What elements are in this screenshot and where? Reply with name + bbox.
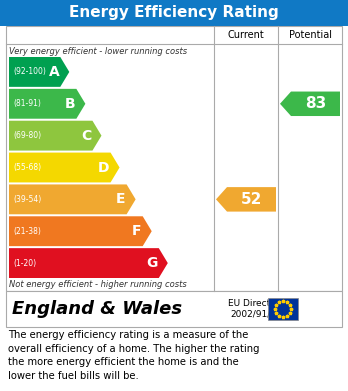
Polygon shape — [9, 185, 136, 214]
Polygon shape — [9, 248, 168, 278]
Text: 52: 52 — [241, 192, 262, 207]
Text: G: G — [147, 256, 158, 270]
Text: 83: 83 — [305, 96, 326, 111]
Text: C: C — [81, 129, 92, 143]
Text: (92-100): (92-100) — [13, 67, 46, 76]
Text: D: D — [98, 160, 110, 174]
Polygon shape — [9, 121, 102, 151]
Text: England & Wales: England & Wales — [12, 300, 182, 318]
Bar — [0, 0, 348, 26]
Text: (39-54): (39-54) — [13, 195, 41, 204]
Text: A: A — [49, 65, 59, 79]
Polygon shape — [9, 89, 85, 119]
Polygon shape — [9, 216, 152, 246]
Text: (1-20): (1-20) — [13, 258, 36, 267]
Bar — [268, 298, 298, 320]
Polygon shape — [9, 152, 120, 183]
Text: B: B — [65, 97, 76, 111]
Text: Very energy efficient - lower running costs: Very energy efficient - lower running co… — [9, 47, 187, 56]
Text: 2002/91/EC: 2002/91/EC — [230, 310, 282, 319]
Text: Not energy efficient - higher running costs: Not energy efficient - higher running co… — [9, 280, 187, 289]
Text: Energy Efficiency Rating: Energy Efficiency Rating — [69, 5, 279, 20]
Bar — [6, 291, 342, 327]
Text: E: E — [116, 192, 126, 206]
Polygon shape — [216, 187, 276, 212]
Text: Potential: Potential — [288, 30, 332, 40]
Text: (55-68): (55-68) — [13, 163, 41, 172]
Polygon shape — [9, 57, 69, 87]
Bar — [6, 26, 342, 291]
Text: The energy efficiency rating is a measure of the
overall efficiency of a home. T: The energy efficiency rating is a measur… — [8, 330, 260, 381]
Text: (81-91): (81-91) — [13, 99, 41, 108]
Text: (69-80): (69-80) — [13, 131, 41, 140]
Text: F: F — [132, 224, 142, 238]
Polygon shape — [280, 91, 340, 116]
Text: Current: Current — [228, 30, 264, 40]
Text: (21-38): (21-38) — [13, 227, 41, 236]
Text: EU Directive: EU Directive — [228, 300, 284, 308]
